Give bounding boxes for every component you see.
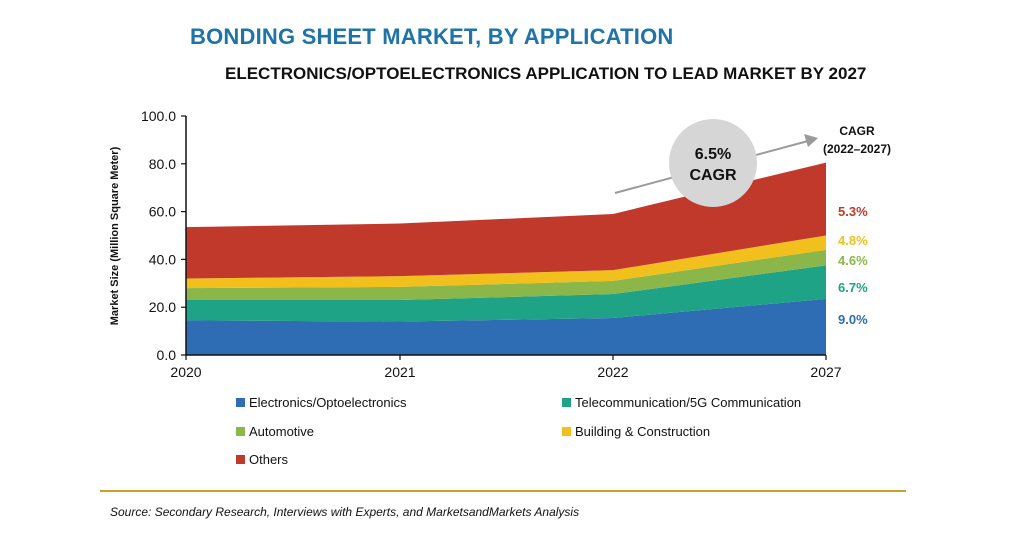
chart-title: BONDING SHEET MARKET, BY APPLICATION [190,24,674,49]
legend-swatch-telecom [562,398,571,407]
area-series-4 [186,162,826,279]
chart-subtitle: ELECTRONICS/OPTOELECTRONICS APPLICATION … [225,64,867,83]
cagr-label-2: 4.6% [838,253,868,268]
source-note: Source: Secondary Research, Interviews w… [110,505,580,519]
legend-label-telecom: Telecommunication/5G Communication [575,395,802,410]
cagr-label-1: 6.7% [838,280,868,295]
y-tick-label: 0.0 [157,347,177,363]
y-tick-label: 20.0 [149,299,176,315]
legend-label-automotive: Automotive [249,424,315,439]
area-series-3 [186,235,826,289]
legend-swatch-building [562,427,571,436]
legend-label-others: Others [249,452,289,467]
legend-item-others: Others [236,452,288,467]
legend-item-building: Building & Construction [562,424,710,439]
y-tick-label: 100.0 [141,108,176,124]
y-tick-label: 40.0 [149,251,176,267]
cagr-header-line2: (2022–2027) [823,142,891,156]
legend-swatch-others [236,455,245,464]
y-tick-label: 80.0 [149,156,176,172]
cagr-callout-label: CAGR [689,167,737,184]
cagr-header-line1: CAGR [839,124,875,138]
legend-item-electronics: Electronics/Optoelectronics [236,395,407,410]
area-series-0 [186,298,826,355]
cagr-label-3: 4.8% [838,233,868,248]
y-axis-label: Market Size (Million Square Meter) [109,146,121,325]
y-tick-label: 60.0 [149,204,176,220]
x-tick-label: 2021 [384,364,415,380]
growth-arrow-head [804,134,818,147]
x-tick-label: 2020 [170,364,201,380]
legend-item-automotive: Automotive [236,424,314,439]
x-tick-label: 2027 [810,364,841,380]
legend-swatch-automotive [236,427,245,436]
x-tick-label: 2022 [597,364,628,380]
cagr-callout-circle [669,119,757,207]
cagr-label-4: 5.3% [838,204,868,219]
legend-label-electronics: Electronics/Optoelectronics [249,395,407,410]
cagr-label-0: 9.0% [838,312,868,327]
legend-swatch-electronics [236,398,245,407]
area-series-1 [186,265,826,322]
source-divider [100,490,906,492]
cagr-callout-value: 6.5% [695,146,731,163]
legend-label-building: Building & Construction [575,424,711,439]
area-series-2 [186,249,826,301]
legend-item-telecom: Telecommunication/5G Communication [562,395,801,410]
